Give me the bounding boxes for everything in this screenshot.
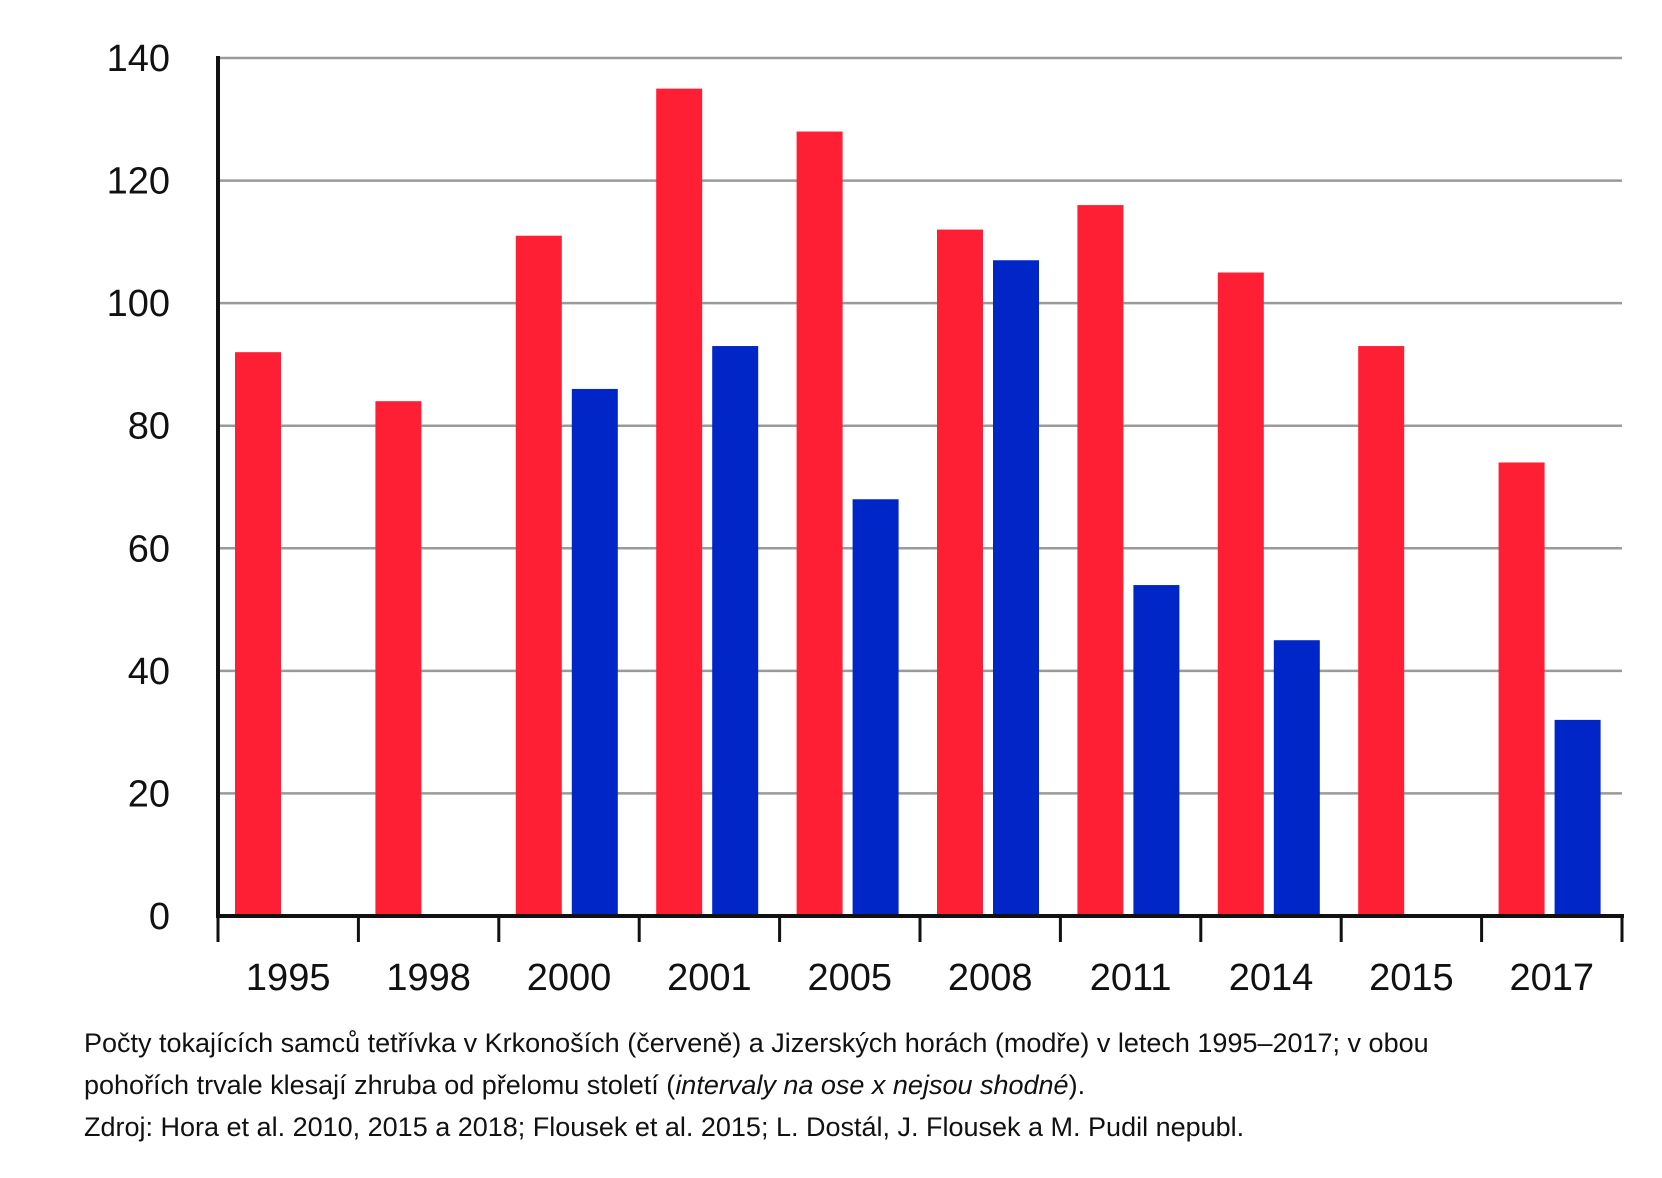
x-tick-label: 2017 (1510, 957, 1595, 999)
bar-2017-blue (1554, 719, 1601, 916)
y-tick-label: 60 (128, 528, 170, 570)
y-tick-label: 0 (149, 896, 170, 938)
bar-2001-red (656, 88, 703, 916)
bar-1995-red (235, 352, 281, 917)
bar-2014-red (1217, 272, 1264, 916)
x-tick-label: 2014 (1229, 957, 1314, 999)
bar-2005-red (796, 131, 843, 917)
bar-2000-blue (571, 388, 618, 916)
y-tick-label: 80 (128, 406, 170, 448)
caption-line-2-italic: intervaly na ose x nejsou shodné (675, 1070, 1069, 1100)
bar-2001-blue (712, 346, 759, 916)
bar-2017-red (1498, 462, 1545, 916)
caption-line-2: pohořích trvale klesají zhruba od přelom… (84, 1064, 1644, 1106)
x-tick-label: 2015 (1369, 957, 1454, 999)
y-tick-label: 40 (128, 651, 170, 693)
y-tick-label: 140 (107, 38, 170, 80)
caption-line-1: Počty tokajících samců tetřívka v Krkono… (84, 1028, 1429, 1058)
y-tick-label: 20 (128, 773, 170, 815)
x-axis-tick-labels: 1995 1998 2000 2001 2005 2008 2011 2014 2015 2017 (246, 957, 1594, 999)
caption-line-2-end: ). (1068, 1070, 1086, 1100)
y-axis-tick-labels: 0 20 40 60 80 100 120 140 (107, 38, 170, 938)
bar-chart: 0 20 40 60 80 100 120 140 1995 1998 2000 2001 2005 2… (107, 38, 1624, 999)
x-tick-label: 2001 (667, 957, 752, 999)
bar-2011-blue (1133, 585, 1180, 916)
bar-2015-red (1358, 346, 1405, 916)
bar-2011-red (1077, 205, 1124, 917)
x-tick-label: 2005 (808, 957, 893, 999)
bar-2000-red (515, 235, 562, 916)
x-tick-label: 2000 (527, 957, 612, 999)
x-tick-label: 1995 (246, 957, 331, 999)
bar-2008-blue (993, 260, 1039, 916)
bar-2008-red (937, 229, 983, 917)
y-tick-label: 120 (107, 161, 170, 203)
axes (216, 56, 1624, 942)
y-tick-label: 100 (107, 283, 170, 325)
bar-1998-red (375, 401, 422, 916)
x-tick-label: 2008 (948, 957, 1033, 999)
figure-caption: Počty tokajících samců tetřívka v Krkono… (84, 1022, 1644, 1148)
bars (235, 88, 1601, 917)
gridlines (218, 56, 1622, 795)
bar-2014-blue (1273, 640, 1320, 916)
caption-line-2-start: pohořích trvale klesají zhruba od přelom… (84, 1070, 676, 1100)
bar-2005-blue (852, 499, 899, 916)
caption-source: Zdroj: Hora et al. 2010, 2015 a 2018; Fl… (84, 1112, 1245, 1142)
x-tick-label: 2011 (1090, 957, 1172, 999)
x-tick-label: 1998 (386, 957, 471, 999)
